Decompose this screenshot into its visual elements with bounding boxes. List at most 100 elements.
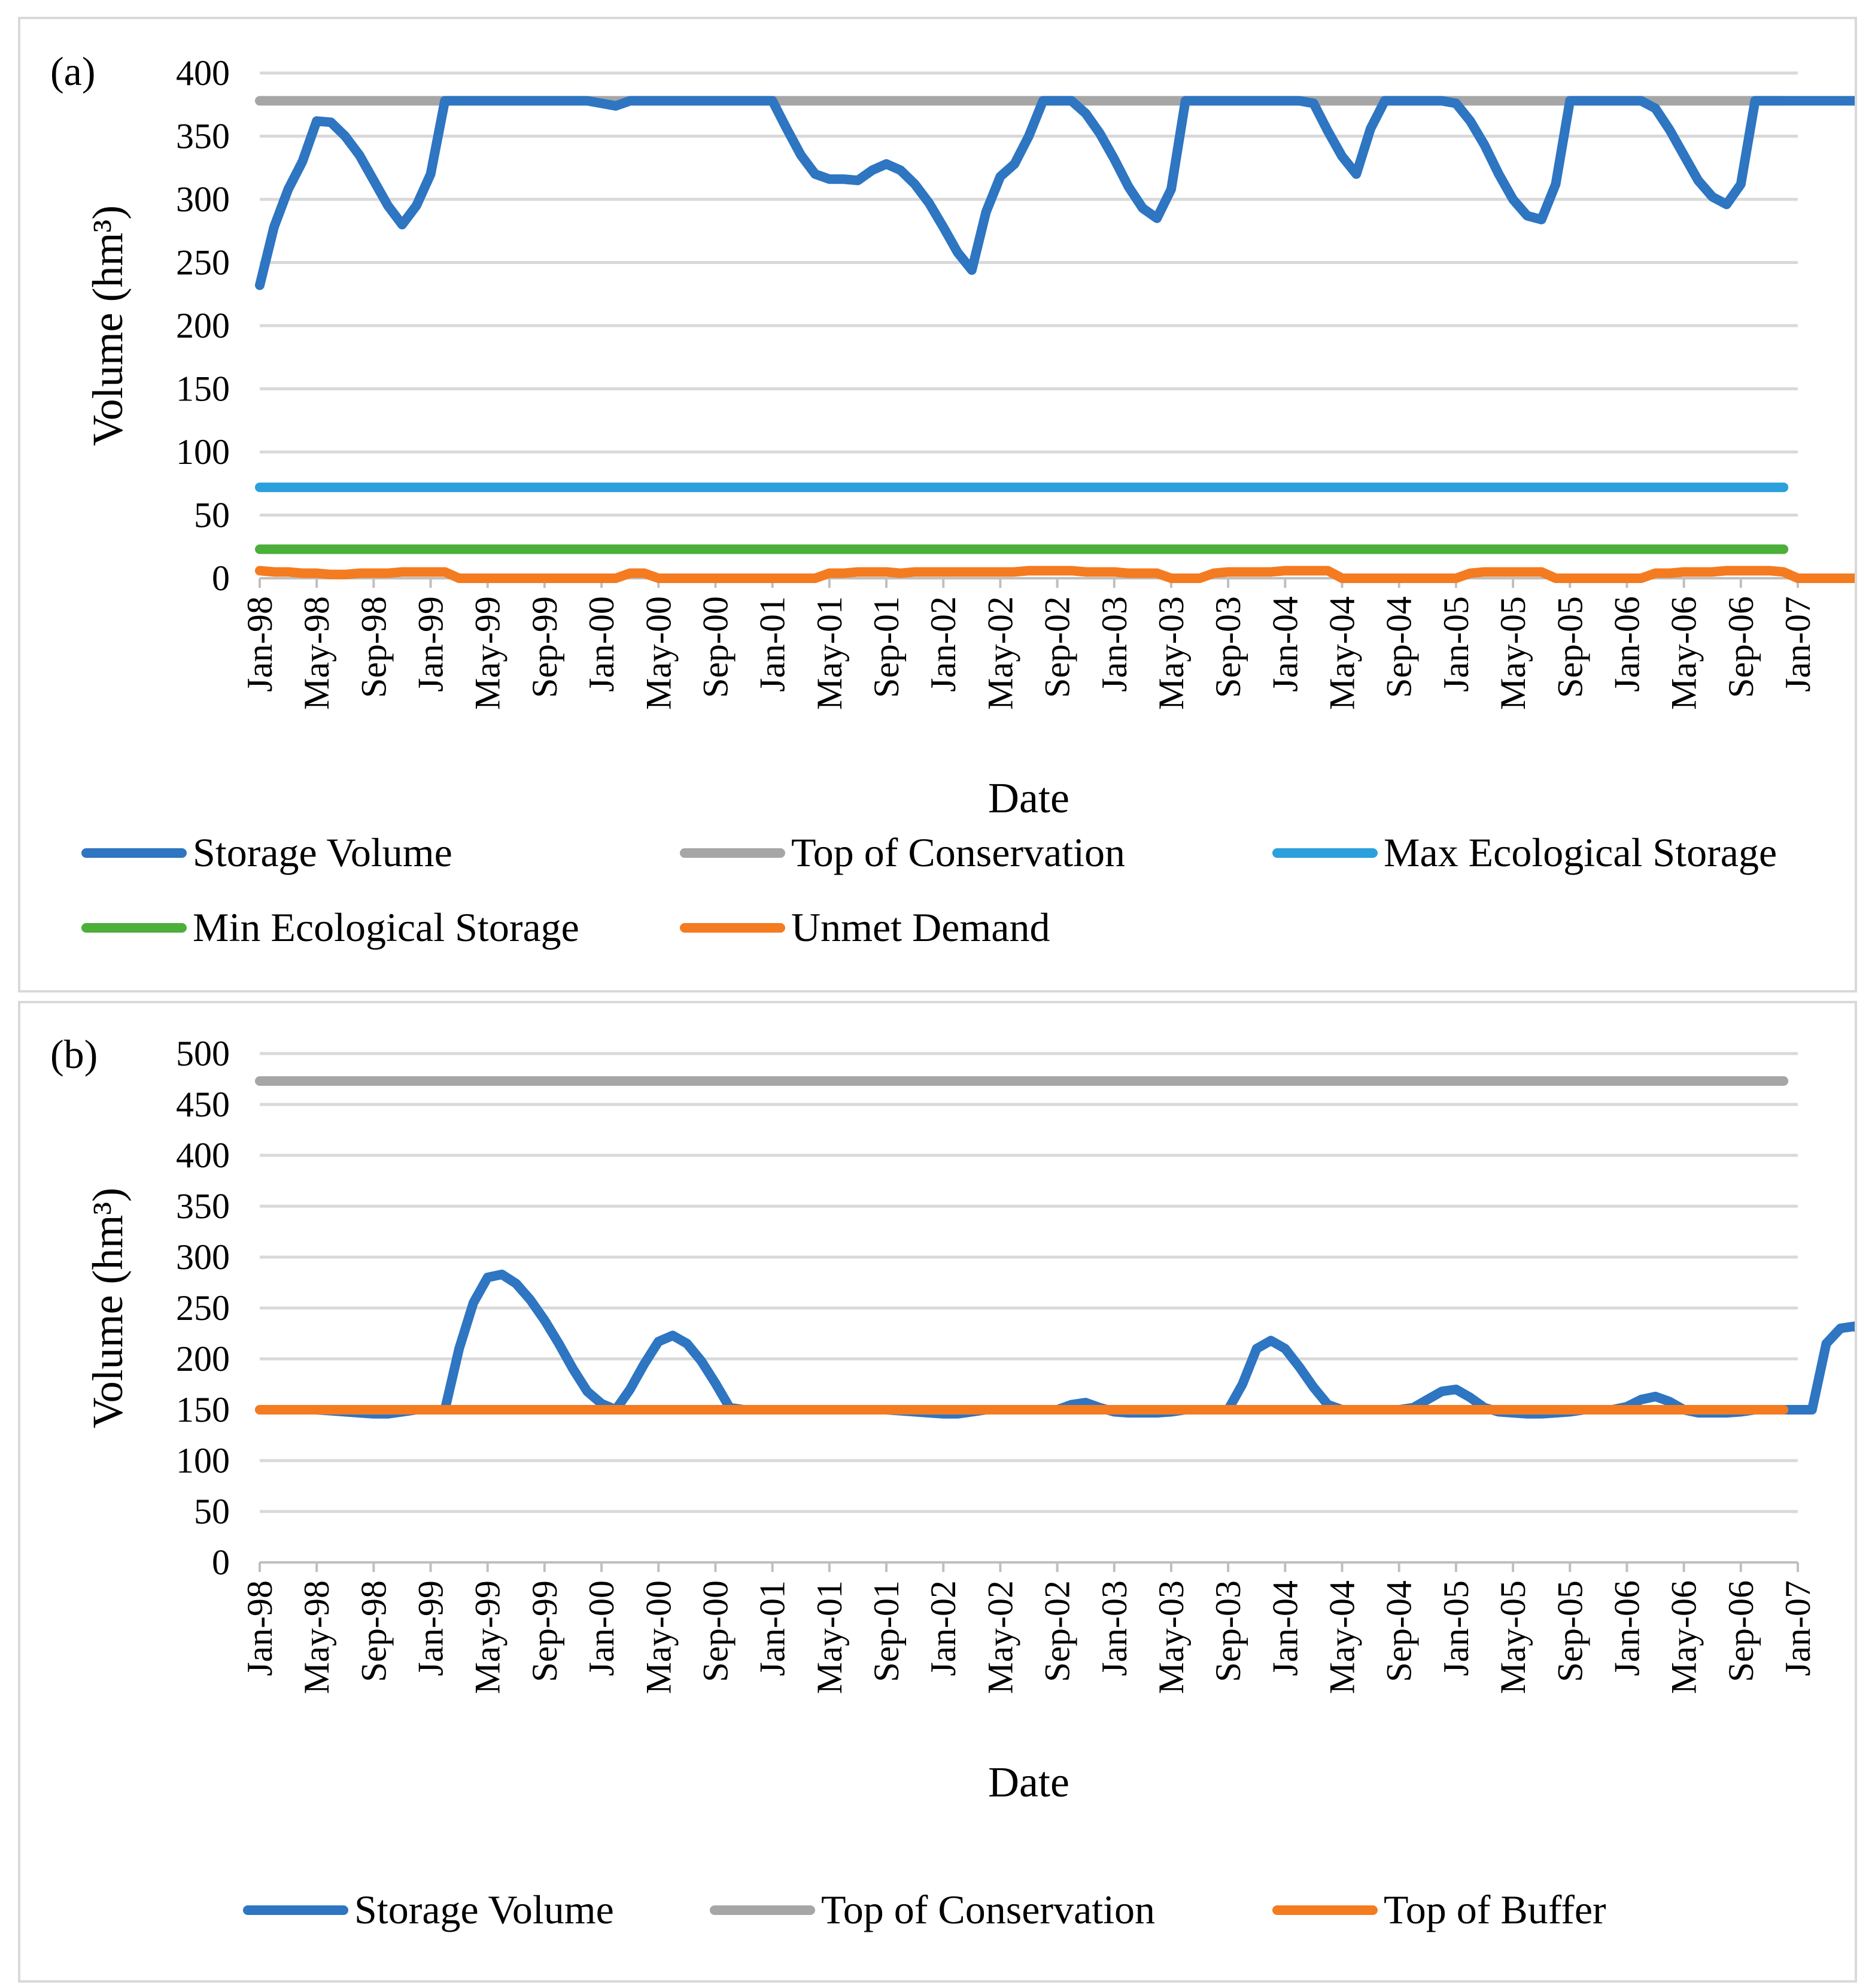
chart-a-x-tick-label: May-00 — [639, 596, 678, 710]
chart-b-x-tick-label: Sep-04 — [1379, 1580, 1419, 1682]
chart-a-x-tick-label: Jan-99 — [411, 596, 451, 692]
chart-b-x-tick-label: Sep-03 — [1208, 1580, 1248, 1682]
chart-b-y-tick-label: 450 — [176, 1085, 230, 1124]
chart-b-series-storage-volume — [255, 1269, 1855, 1419]
chart-a-legend-label: Storage Volume — [193, 830, 452, 875]
chart-a-y-tick-label: 400 — [176, 53, 230, 93]
chart-b-x-tick-label: Jan-04 — [1265, 1580, 1305, 1676]
chart-b-y-axis-title: Volume (hm³) — [84, 1188, 132, 1428]
chart-a-legend-label: Top of Conservation — [791, 830, 1125, 875]
chart-a-x-tick-label: Sep-03 — [1208, 596, 1248, 698]
chart-b-x-tick-label: Sep-00 — [695, 1580, 735, 1682]
chart-a-legend-item: Min Ecological Storage — [81, 905, 579, 950]
chart-a-x-tick-label: Jan-07 — [1778, 596, 1818, 692]
chart-a-legend-item: Top of Conservation — [680, 830, 1125, 875]
chart-b-x-tick-label: May-01 — [810, 1580, 849, 1694]
chart-a-x-tick-label: Jan-03 — [1095, 596, 1134, 692]
chart-b-y-tick-label: 250 — [176, 1288, 230, 1328]
chart-b-legend-label: Storage Volume — [354, 1887, 614, 1932]
chart-a-x-tick-label: Sep-01 — [867, 596, 906, 698]
chart-b-panel-label: (b) — [50, 1031, 98, 1077]
chart-b-x-tick-label: Sep-99 — [525, 1580, 564, 1682]
chart-a-y-tick-label: 250 — [176, 243, 230, 283]
chart-b-x-tick-label: May-03 — [1151, 1580, 1191, 1694]
chart-b-svg: (b) 0 50 100 150 200 250 300 350 400 450 500 Jan-98 M… — [50, 1031, 1855, 1932]
chart-a-x-tick-label: Sep-00 — [695, 596, 735, 698]
chart-a-x-axis-title: Date — [988, 774, 1069, 822]
chart-b-x-axis-title: Date — [988, 1758, 1069, 1806]
chart-a-x-tick-label: Jan-05 — [1436, 596, 1476, 692]
chart-b-x-tick-label: Jan-99 — [411, 1580, 451, 1676]
chart-a-y-tick-label: 300 — [176, 180, 230, 219]
chart-a-svg: (a) 0 50 100 150 200 250 300 350 400 Jan-98 May-98 S… — [50, 48, 1855, 950]
chart-b-legend-label: Top of Buffer — [1384, 1887, 1606, 1932]
chart-b-legend-item: Top of Buffer — [1272, 1887, 1606, 1932]
chart-b-x-tick-label: May-00 — [639, 1580, 678, 1694]
chart-b-x-tick-label: Jan-07 — [1778, 1580, 1818, 1676]
chart-b-x-tick-label: May-99 — [468, 1580, 508, 1694]
chart-a-x-tick-label: Jan-01 — [753, 596, 792, 692]
chart-panel-b: (b) 0 50 100 150 200 250 300 350 400 450 500 Jan-98 M… — [18, 1001, 1857, 1983]
chart-a-x-tick-label: May-06 — [1664, 596, 1704, 710]
chart-b-y-tick-label: 150 — [176, 1390, 230, 1429]
chart-a-x-tick-label: May-02 — [980, 596, 1020, 710]
chart-b-x-tick-label: Jan-98 — [240, 1580, 279, 1676]
chart-a-x-tick-label: Sep-04 — [1379, 596, 1419, 698]
chart-a-series-unmet-demand — [255, 566, 1855, 583]
chart-a-y-tick-label: 0 — [212, 559, 230, 598]
chart-a-x-tick-label: Sep-99 — [525, 596, 564, 698]
chart-b-x-tick-label: Jan-00 — [582, 1580, 621, 1676]
chart-b-y-tick-label: 50 — [194, 1492, 230, 1531]
chart-b-y-tick-label: 200 — [176, 1339, 230, 1379]
chart-a-x-tick-label: May-04 — [1323, 596, 1362, 710]
chart-b-y-tick-label: 350 — [176, 1186, 230, 1226]
chart-a-series-storage-volume — [255, 96, 1855, 290]
chart-b-x-tick-label: May-06 — [1664, 1580, 1704, 1694]
chart-b-x-tick-label: Sep-98 — [354, 1580, 393, 1682]
chart-a-x-tick-label: May-05 — [1493, 596, 1533, 710]
chart-a-legend-item: Unmet Demand — [680, 905, 1050, 950]
chart-a-x-tick-label: Sep-98 — [354, 596, 393, 698]
chart-b-y-tick-label: 400 — [176, 1136, 230, 1175]
chart-b-y-tick-label: 500 — [176, 1034, 230, 1073]
chart-b-x-tick-label: Jan-03 — [1095, 1580, 1134, 1676]
chart-a-x-tick-label: Sep-02 — [1038, 596, 1077, 698]
chart-a-x-tick-label: May-98 — [297, 596, 336, 710]
chart-b-x-tick-label: Sep-06 — [1721, 1580, 1761, 1682]
chart-b-legend-item: Storage Volume — [243, 1887, 614, 1932]
chart-b-y-tick-label: 100 — [176, 1441, 230, 1480]
chart-a-y-tick-label: 350 — [176, 117, 230, 156]
chart-b-y-tick-label: 300 — [176, 1237, 230, 1277]
chart-b-legend-label: Top of Conservation — [821, 1887, 1155, 1932]
chart-a-legend-item: Max Ecological Storage — [1272, 830, 1777, 875]
chart-b-x-tick-label: Jan-05 — [1436, 1580, 1476, 1676]
chart-a-x-tick-label: May-01 — [810, 596, 849, 710]
chart-a-legend-item: Storage Volume — [81, 830, 452, 875]
chart-a-y-tick-label: 100 — [176, 432, 230, 472]
chart-a-x-tick-label: Jan-98 — [240, 596, 279, 692]
chart-b-x-tick-label: May-04 — [1323, 1580, 1362, 1694]
chart-a-y-axis-title: Volume (hm³) — [84, 205, 132, 446]
chart-a-legend-label: Min Ecological Storage — [193, 905, 579, 950]
chart-b-x-tick-label: Sep-01 — [867, 1580, 906, 1682]
chart-a-x-tick-label: Sep-05 — [1550, 596, 1590, 698]
chart-a-x-tick-label: Sep-06 — [1721, 596, 1761, 698]
chart-b-legend-item: Top of Conservation — [710, 1887, 1155, 1932]
chart-a-x-tick-label: Jan-06 — [1607, 596, 1646, 692]
chart-b-x-tick-label: May-02 — [980, 1580, 1020, 1694]
chart-b-x-tick-label: Jan-06 — [1607, 1580, 1646, 1676]
chart-a-y-tick-label: 150 — [176, 369, 230, 409]
chart-a-legend-label: Max Ecological Storage — [1384, 830, 1777, 875]
chart-panel-a: (a) 0 50 100 150 200 250 300 350 400 Jan-98 May-98 S… — [18, 17, 1857, 993]
chart-a-x-tick-label: Jan-02 — [923, 596, 963, 692]
chart-b-x-tick-label: Sep-05 — [1550, 1580, 1590, 1682]
chart-a-x-tick-label: May-03 — [1151, 596, 1191, 710]
chart-b-x-tick-label: Jan-02 — [923, 1580, 963, 1676]
chart-a-y-tick-label: 50 — [194, 496, 230, 535]
chart-b-x-tick-label: Jan-01 — [753, 1580, 792, 1676]
chart-b-x-tick-label: May-05 — [1493, 1580, 1533, 1694]
chart-a-x-tick-label: Jan-00 — [582, 596, 621, 692]
chart-a-panel-label: (a) — [50, 48, 95, 94]
chart-b-x-tick-label: Sep-02 — [1038, 1580, 1077, 1682]
chart-b-x-tick-label: May-98 — [297, 1580, 336, 1694]
